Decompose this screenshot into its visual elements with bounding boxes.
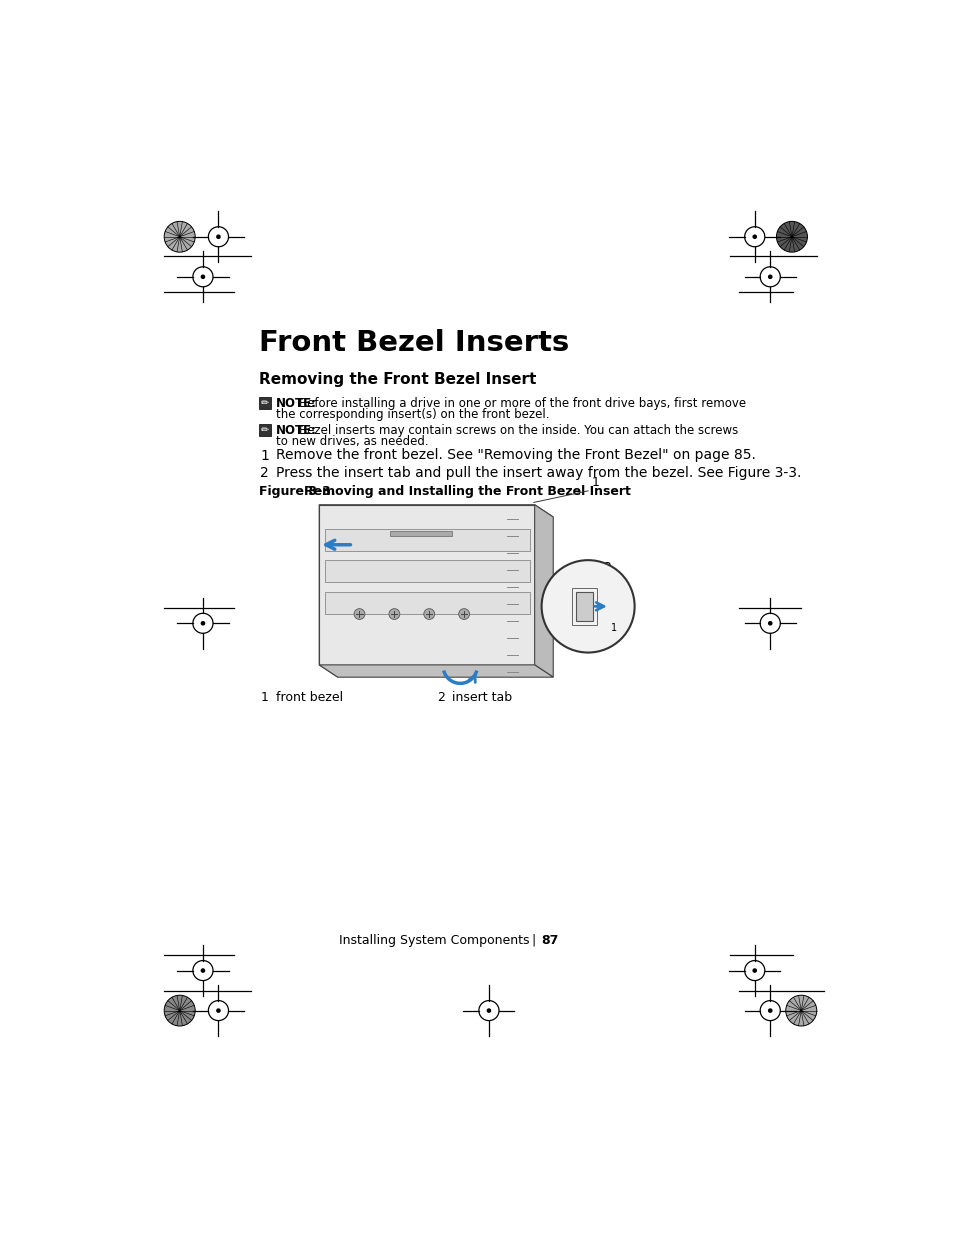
Text: the corresponding insert(s) on the front bezel.: the corresponding insert(s) on the front…: [275, 408, 549, 421]
Text: NOTE:: NOTE:: [275, 424, 316, 437]
Circle shape: [216, 1008, 220, 1013]
Text: ✏: ✏: [260, 399, 269, 409]
Text: 87: 87: [541, 934, 558, 946]
Text: Before installing a drive in one or more of the front drive bays, first remove: Before installing a drive in one or more…: [298, 396, 745, 410]
Bar: [258, 396, 271, 409]
Text: 2: 2: [603, 562, 611, 574]
Circle shape: [164, 221, 195, 252]
Polygon shape: [319, 505, 553, 517]
Text: Figure 3-3.: Figure 3-3.: [258, 484, 335, 498]
Circle shape: [200, 968, 205, 973]
Circle shape: [767, 1008, 772, 1013]
Circle shape: [216, 235, 220, 240]
Text: Installing System Components: Installing System Components: [339, 934, 530, 946]
Text: Removing and Installing the Front Bezel Insert: Removing and Installing the Front Bezel …: [303, 484, 630, 498]
Text: ✏: ✏: [260, 425, 269, 436]
Circle shape: [541, 561, 634, 652]
Bar: [390, 531, 452, 536]
Circle shape: [752, 968, 757, 973]
Polygon shape: [319, 664, 553, 677]
Circle shape: [752, 235, 757, 240]
Bar: [324, 530, 530, 551]
Polygon shape: [319, 505, 337, 677]
Circle shape: [767, 274, 772, 279]
Text: Remove the front bezel. See "Removing the Front Bezel" on page 85.: Remove the front bezel. See "Removing th…: [275, 448, 755, 462]
Text: 1: 1: [611, 624, 617, 634]
Circle shape: [200, 621, 205, 626]
Circle shape: [486, 1008, 491, 1013]
Circle shape: [785, 995, 816, 1026]
Text: to new drives, as needed.: to new drives, as needed.: [275, 435, 428, 447]
Text: 2: 2: [436, 692, 444, 704]
Bar: [324, 593, 530, 614]
Text: 2: 2: [260, 466, 269, 480]
Polygon shape: [319, 505, 534, 664]
Circle shape: [776, 221, 806, 252]
Circle shape: [423, 609, 435, 620]
Bar: [571, 588, 596, 625]
Circle shape: [389, 609, 399, 620]
Text: 1: 1: [260, 448, 269, 462]
Text: Press the insert tab and pull the insert away from the bezel. See Figure 3-3.: Press the insert tab and pull the insert…: [275, 466, 801, 480]
Text: Front Bezel Inserts: Front Bezel Inserts: [258, 330, 568, 357]
Circle shape: [354, 609, 365, 620]
Text: front bezel: front bezel: [275, 692, 342, 704]
Polygon shape: [534, 505, 553, 677]
Text: 1: 1: [592, 477, 599, 489]
Bar: [324, 561, 530, 582]
Text: Bezel inserts may contain screws on the inside. You can attach the screws: Bezel inserts may contain screws on the …: [298, 424, 738, 437]
Circle shape: [164, 995, 195, 1026]
Text: Removing the Front Bezel Insert: Removing the Front Bezel Insert: [258, 372, 536, 387]
Circle shape: [200, 274, 205, 279]
Text: NOTE:: NOTE:: [275, 396, 316, 410]
Text: |: |: [531, 934, 536, 946]
Bar: [575, 592, 592, 621]
Circle shape: [767, 621, 772, 626]
Bar: [258, 424, 271, 436]
Circle shape: [458, 609, 469, 620]
Text: insert tab: insert tab: [452, 692, 512, 704]
Text: 1: 1: [260, 692, 268, 704]
